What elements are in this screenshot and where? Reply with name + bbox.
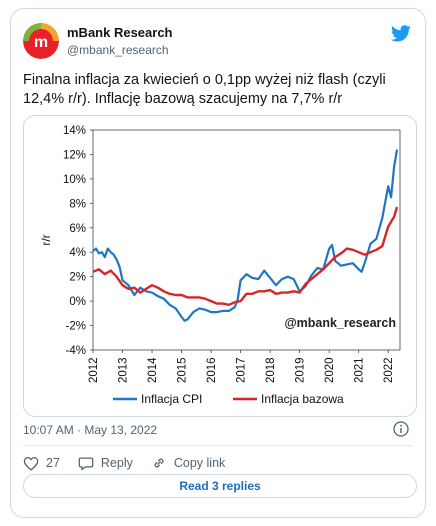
read-replies-button[interactable]: Read 3 replies [23, 474, 417, 498]
link-icon [154, 458, 164, 468]
y-axis-label: r/r [39, 234, 53, 245]
reply-label: Reply [100, 456, 133, 470]
like-count: 27 [46, 456, 60, 470]
y-tick-label: 10% [63, 174, 86, 186]
author-handle[interactable]: @mbank_research [67, 43, 169, 57]
comment-icon [78, 457, 94, 470]
x-tick-label: 2019 [295, 357, 307, 383]
y-tick-label: 12% [63, 149, 86, 161]
y-tick-label: 14% [63, 125, 86, 137]
inflation-chart: -4% -2% 0% 2% 4% 6% 8% 10% 12% 14% r/r 2012 2013 2014… [39, 125, 401, 406]
like-button[interactable]: 27 [23, 456, 60, 471]
x-tick-label: 2020 [324, 357, 336, 383]
x-tick-label: 2015 [177, 357, 189, 383]
y-tick-label: -4% [66, 345, 86, 357]
reply-button[interactable]: Reply [78, 456, 133, 471]
chart-watermark: @mbank_research [284, 316, 396, 330]
x-tick-label: 2017 [236, 357, 248, 383]
svg-text:m: m [34, 34, 48, 51]
y-tick-label: -2% [66, 321, 86, 333]
copy-link-button[interactable]: Copy link [151, 455, 225, 471]
legend-label-cpi: Inflacja CPI [141, 392, 202, 406]
chart-image[interactable]: -4% -2% 0% 2% 4% 6% 8% 10% 12% 14% r/r 2012 2013 2014… [23, 115, 417, 417]
y-tick-label: 2% [69, 272, 86, 284]
tweet-card: m mBank Research @mbank_research Finalna… [10, 8, 426, 518]
twitter-bird-icon[interactable] [391, 25, 411, 42]
y-tick-label: 0% [69, 296, 86, 308]
x-tick-label: 2016 [206, 357, 218, 383]
author-name[interactable]: mBank Research [67, 25, 173, 40]
tweet-actions: 27 Reply Copy link [23, 453, 243, 473]
y-tick-label: 8% [69, 198, 86, 210]
x-tick-label: 2013 [118, 357, 130, 383]
copy-link-label: Copy link [173, 456, 226, 470]
x-tick-label: 2021 [354, 357, 366, 383]
plot-frame [92, 129, 401, 351]
divider [23, 445, 413, 446]
y-tick-label: 4% [69, 247, 86, 259]
avatar[interactable]: m [23, 23, 59, 59]
tweet-timestamp[interactable]: 10:07 AM · May 13, 2022 [23, 423, 158, 437]
tweet-text: Finalna inflacja za kwiecień o 0,1pp wyż… [23, 72, 386, 107]
x-tick-label: 2022 [383, 357, 395, 383]
x-tick-label: 2014 [147, 357, 159, 383]
y-tick-label: 6% [69, 223, 86, 235]
info-icon[interactable] [393, 421, 409, 437]
legend-label-core: Inflacja bazowa [261, 392, 344, 406]
heart-icon [23, 456, 39, 471]
x-tick-label: 2018 [265, 357, 277, 383]
x-tick-label: 2012 [88, 357, 100, 383]
series-line-core [92, 206, 399, 306]
series-line-cpi [92, 149, 399, 322]
mbank-logo-icon: m [23, 23, 59, 59]
